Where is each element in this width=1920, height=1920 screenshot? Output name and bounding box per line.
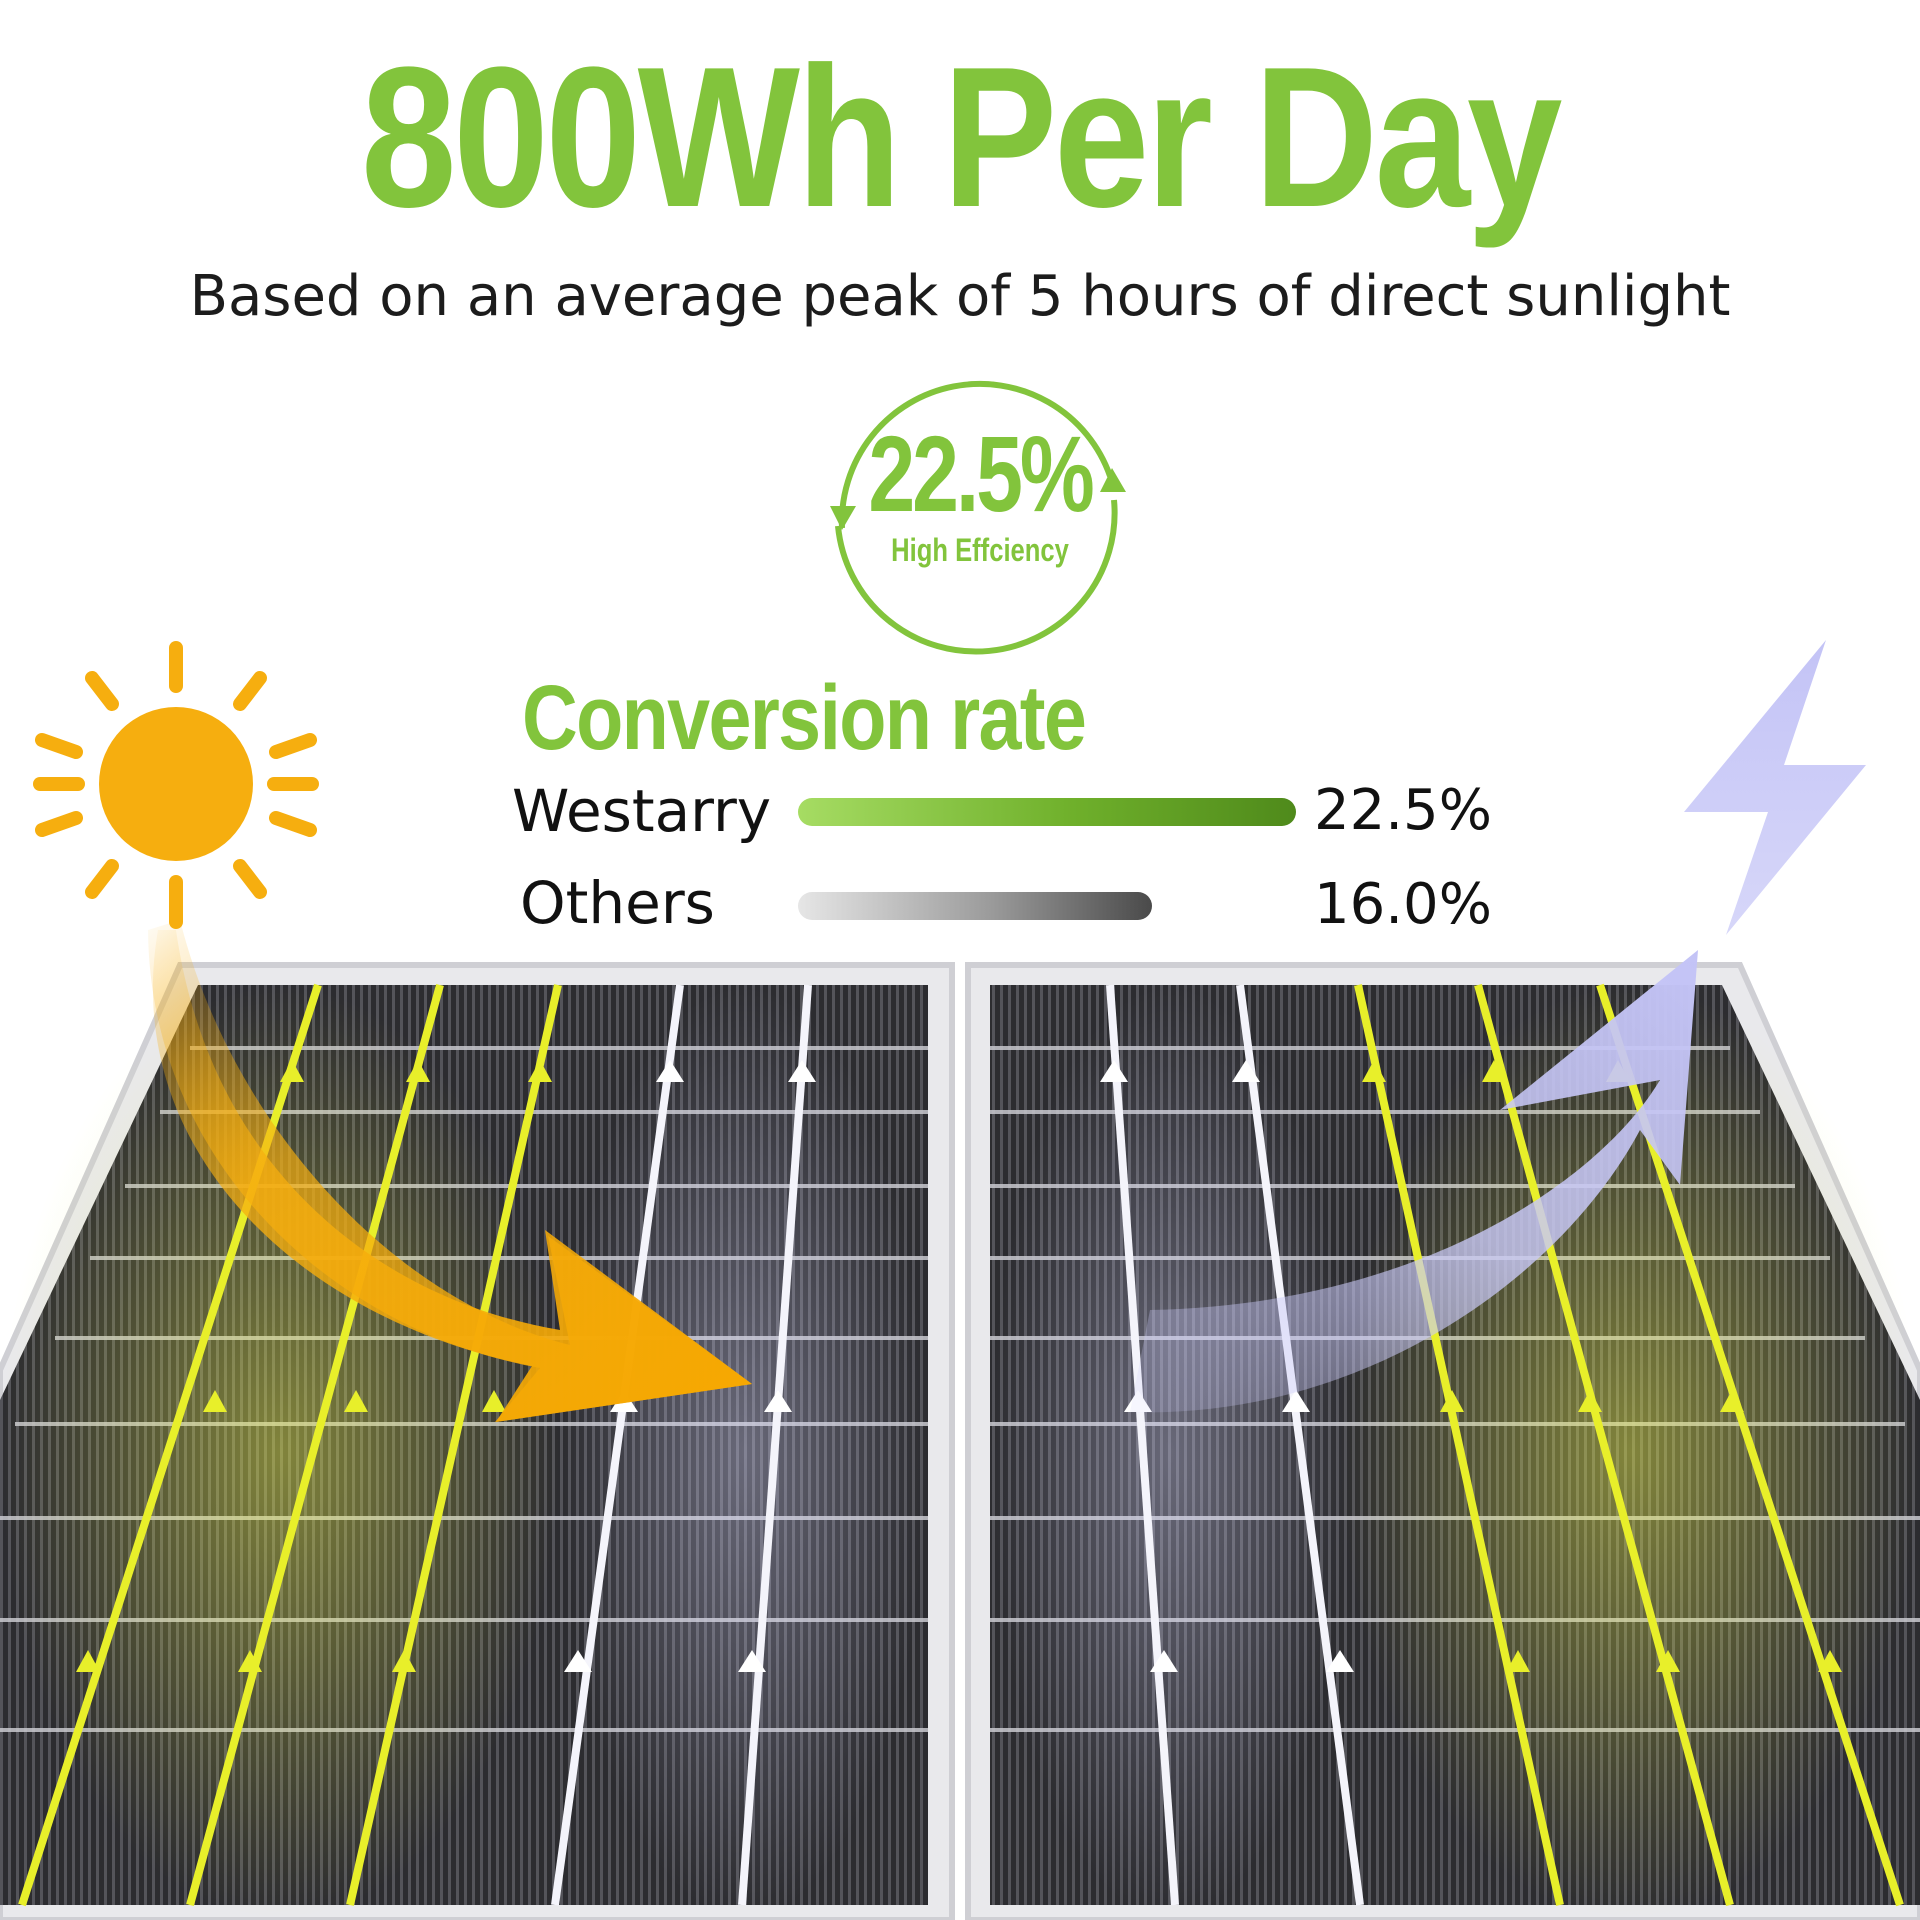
circular-arrows-icon: [830, 380, 1126, 655]
others-value: 16.0%: [1314, 872, 1492, 937]
westarry-label: Westarry: [512, 777, 772, 845]
others-bar: [798, 892, 1296, 920]
conversion-title: Conversion rate: [522, 667, 1087, 769]
others-label: Others: [520, 869, 715, 937]
right-solar-panel: [965, 962, 1920, 1920]
others-bar-fill: [798, 892, 1153, 920]
left-solar-panel: [0, 962, 955, 1920]
energy-output-arrow: [1130, 950, 1698, 1413]
headline: 800Wh Per Day: [360, 26, 1563, 249]
lightning-bolt-icon: [1684, 640, 1866, 935]
efficiency-value: 22.5%: [868, 413, 1094, 534]
efficiency-caption: High Effciency: [891, 532, 1069, 568]
westarry-bar: [798, 798, 1296, 826]
westarry-value: 22.5%: [1314, 778, 1492, 843]
subtitle: Based on an average peak of 5 hours of d…: [189, 264, 1731, 329]
efficiency-badge: 22.5% High Effciency: [820, 352, 1140, 652]
westarry-bar-fill: [798, 798, 1296, 826]
sun-icon: [33, 641, 319, 929]
